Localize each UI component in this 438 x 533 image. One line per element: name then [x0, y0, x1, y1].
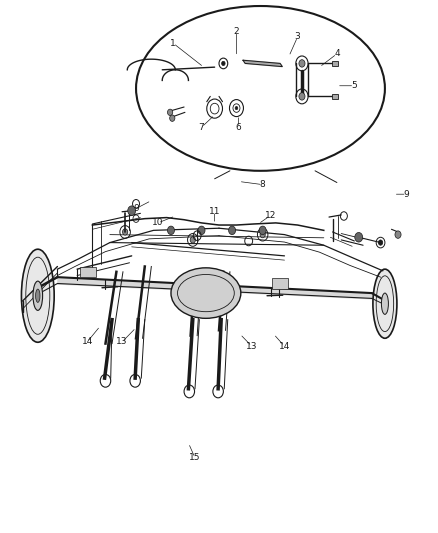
Text: 14: 14: [279, 342, 290, 351]
Circle shape: [299, 60, 305, 67]
Text: 12: 12: [265, 211, 276, 220]
Bar: [332, 94, 338, 99]
Ellipse shape: [136, 6, 385, 171]
Circle shape: [299, 93, 305, 100]
Circle shape: [235, 107, 238, 110]
Ellipse shape: [35, 289, 40, 302]
Bar: [80, 266, 96, 277]
Circle shape: [222, 61, 225, 66]
Circle shape: [198, 226, 205, 235]
Text: 6: 6: [236, 123, 241, 132]
Text: 14: 14: [81, 337, 93, 346]
Circle shape: [229, 226, 236, 235]
Circle shape: [123, 229, 128, 235]
Circle shape: [355, 232, 363, 242]
Circle shape: [378, 240, 383, 245]
Text: 10: 10: [152, 219, 164, 228]
Circle shape: [167, 109, 173, 116]
Text: 5: 5: [351, 81, 357, 90]
Text: 9: 9: [133, 204, 139, 213]
Text: 9: 9: [404, 190, 410, 199]
Circle shape: [170, 115, 175, 122]
Circle shape: [260, 231, 265, 238]
Ellipse shape: [21, 249, 54, 342]
Text: 13: 13: [117, 337, 128, 346]
Text: 7: 7: [199, 123, 205, 132]
Ellipse shape: [381, 293, 389, 314]
Polygon shape: [243, 60, 283, 67]
Text: 4: 4: [334, 50, 340, 58]
Ellipse shape: [373, 269, 397, 338]
Circle shape: [259, 226, 266, 235]
Text: 11: 11: [209, 207, 220, 216]
Ellipse shape: [33, 281, 42, 310]
Circle shape: [167, 226, 174, 235]
Text: 15: 15: [189, 454, 201, 463]
Text: 13: 13: [246, 342, 258, 351]
Text: 2: 2: [233, 27, 239, 36]
Text: 1: 1: [170, 39, 176, 48]
Bar: [272, 278, 288, 289]
Circle shape: [128, 206, 136, 215]
Circle shape: [190, 237, 195, 243]
Text: 3: 3: [295, 33, 300, 42]
Text: 8: 8: [260, 180, 265, 189]
Circle shape: [395, 231, 401, 238]
Bar: [332, 61, 338, 66]
Ellipse shape: [171, 268, 241, 318]
